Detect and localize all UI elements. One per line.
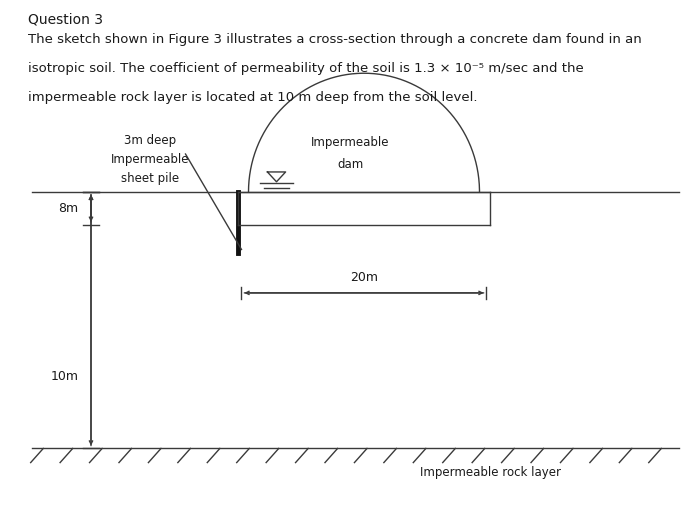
Text: Impermeable rock layer: Impermeable rock layer — [420, 466, 561, 479]
Text: sheet pile: sheet pile — [121, 172, 180, 185]
Text: isotropic soil. The coefficient of permeability of the soil is 1.3 × 10⁻⁵ m/sec : isotropic soil. The coefficient of perme… — [28, 62, 584, 75]
Text: Question 3: Question 3 — [28, 13, 103, 27]
Text: Impermeable: Impermeable — [111, 153, 190, 166]
Text: The sketch shown in Figure 3 illustrates a cross-section through a concrete dam : The sketch shown in Figure 3 illustrates… — [28, 33, 642, 46]
Text: 10m: 10m — [50, 370, 78, 383]
Text: 8m: 8m — [58, 202, 78, 215]
Text: 20m: 20m — [350, 271, 378, 284]
Text: Impermeable: Impermeable — [311, 136, 389, 149]
Text: impermeable rock layer is located at 10 m deep from the soil level.: impermeable rock layer is located at 10 … — [28, 91, 477, 105]
Text: 3m deep: 3m deep — [125, 134, 176, 147]
Text: dam: dam — [337, 158, 363, 171]
